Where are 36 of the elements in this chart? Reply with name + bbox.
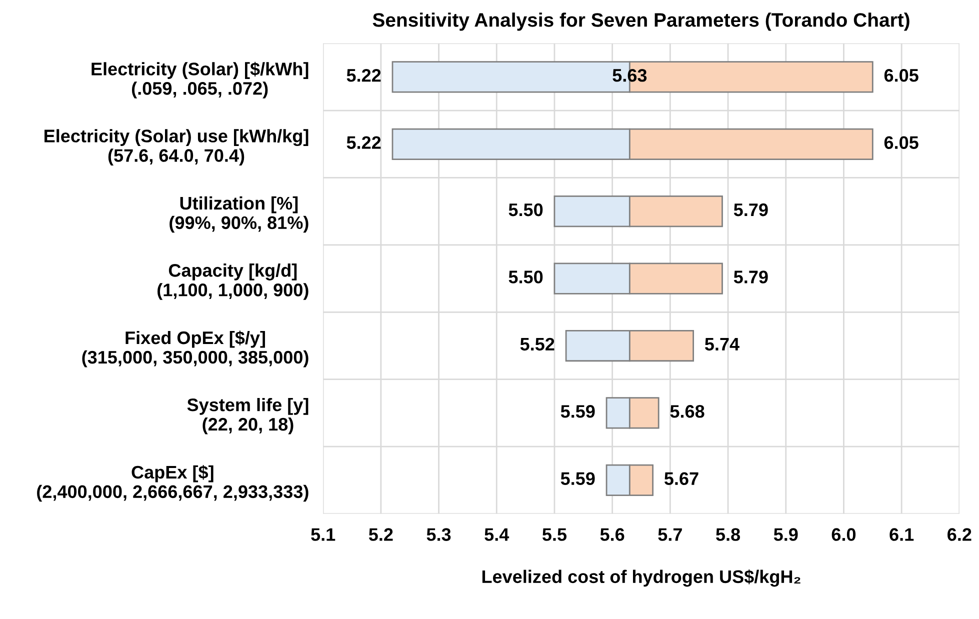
x-tick-label: 5.6 [600, 528, 624, 541]
x-tick-label: 6.0 [832, 528, 856, 541]
x-tick-label: 5.9 [774, 528, 798, 541]
x-tick-label: 5.2 [368, 528, 393, 541]
annotation: 5.79 [734, 203, 768, 216]
y-tick-label: Capacity [kg/d] (1,100, 1,000, 900) [158, 264, 308, 300]
x-tick-label: 6.2 [948, 528, 972, 541]
x-axis-title: Levelized cost of hydrogen US$/kgH₂ [482, 569, 800, 587]
y-tick-label: Electricity (Solar) [$/kWh] (.059, .065, .072) [92, 62, 308, 98]
annotation: 5.59 [560, 472, 595, 486]
annotation: 5.68 [670, 405, 704, 418]
x-tick-label: 5.4 [484, 528, 510, 541]
annotation: 5.63 [612, 68, 647, 82]
x-tick-label: 5.7 [658, 528, 682, 541]
annotation: 6.05 [884, 68, 918, 82]
x-tick-label: 5.3 [426, 528, 451, 541]
annotation: 5.52 [520, 338, 554, 351]
annotation: 5.50 [508, 270, 543, 284]
chart-title: Sensitivity Analysis for Seven Parameters (Torando Chart) [372, 12, 910, 31]
y-tick-label: Electricity (Solar) use [kWh/kg] (57.6, 64.0, 70.4) [44, 129, 308, 166]
annotation: 5.22 [346, 68, 381, 82]
annotation: 5.59 [560, 405, 595, 418]
annotation: 5.67 [664, 472, 698, 486]
annotation: 6.05 [884, 136, 918, 149]
annotation: 5.74 [704, 338, 740, 351]
x-tick-label: 5.8 [716, 528, 740, 541]
y-tick-label: CapEx [$] (2,400,000, 2,666,667, 2,933,333) [37, 465, 308, 502]
x-tick-label: 6.1 [890, 528, 914, 541]
annotation: 5.50 [508, 203, 543, 216]
y-tick-label: Fixed OpEx [$/y] (315,000, 350,000, 385,000) [82, 330, 308, 368]
x-tick-label: 5.5 [542, 528, 567, 541]
annotation: 5.79 [734, 270, 768, 284]
y-tick-label: System life [y] (22, 20, 18) [187, 398, 308, 434]
x-tick-label: 5.1 [311, 528, 336, 541]
annotation: 5.22 [346, 136, 381, 149]
y-tick-label: Utilization [%] (99%, 90%, 81%) [170, 196, 308, 233]
